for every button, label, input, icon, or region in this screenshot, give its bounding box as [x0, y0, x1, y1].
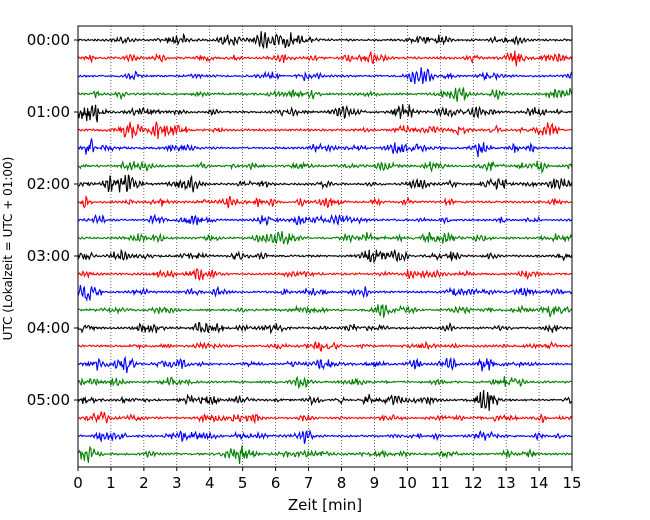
seismic-trace [77, 321, 573, 335]
y-tick-label: 05:00 [27, 391, 70, 409]
x-tick-label: 2 [139, 474, 149, 492]
seismic-trace [77, 355, 572, 374]
seismic-trace [77, 86, 573, 102]
x-tick-label: 14 [530, 474, 549, 492]
seismic-trace [77, 445, 572, 465]
seismic-trace [77, 285, 573, 302]
x-tick-label: 11 [431, 474, 450, 492]
x-tick-label: 10 [398, 474, 417, 492]
seismic-trace [77, 121, 572, 140]
seismic-trace [77, 104, 572, 123]
seismic-trace [77, 304, 573, 318]
seismic-trace [77, 160, 573, 175]
seismic-trace [77, 340, 572, 353]
seismic-trace [77, 411, 573, 425]
x-tick-label: 8 [337, 474, 347, 492]
x-tick-label: 0 [73, 474, 83, 492]
seismic-trace [77, 31, 572, 50]
y-tick-label: 04:00 [27, 319, 70, 337]
seismic-trace [77, 213, 572, 227]
y-tick-label: 01:00 [27, 103, 70, 121]
y-axis-label: UTC (Lokalzeit = UTC + 01:00) [1, 157, 15, 341]
seismic-trace [77, 174, 573, 193]
y-tick-label: 02:00 [27, 175, 70, 193]
x-tick-label: 12 [464, 474, 483, 492]
seismic-trace [77, 195, 572, 209]
y-tick-label: 03:00 [27, 247, 70, 265]
x-axis-ticks: 0 1 2 3 4 5 6 7 8 9 10 11 12 13 14 15 [73, 467, 582, 492]
x-tick-label: 5 [238, 474, 248, 492]
seismic-trace [77, 231, 573, 246]
y-tick-label: 00:00 [27, 31, 70, 49]
x-axis-label: Zeit [min] [288, 496, 362, 514]
seismic-trace [77, 390, 573, 412]
x-tick-label: 15 [562, 474, 581, 492]
y-axis-ticks: 00:00 01:00 02:00 03:00 04:00 05:00 [27, 31, 78, 409]
x-tick-label: 3 [172, 474, 182, 492]
x-tick-label: 7 [304, 474, 314, 492]
seismic-trace [77, 50, 573, 67]
x-tick-label: 6 [271, 474, 281, 492]
x-tick-label: 9 [370, 474, 380, 492]
seismic-traces [77, 31, 573, 465]
plot-frame [77, 25, 573, 468]
seismic-trace [77, 429, 572, 444]
x-tick-label: 4 [205, 474, 215, 492]
x-tick-label: 13 [497, 474, 516, 492]
seismic-trace [77, 138, 573, 158]
x-tick-label: 1 [106, 474, 116, 492]
seismic-trace [77, 67, 573, 84]
seismic-trace [77, 248, 573, 264]
seismic-trace [77, 268, 572, 282]
seismic-trace [77, 375, 572, 390]
